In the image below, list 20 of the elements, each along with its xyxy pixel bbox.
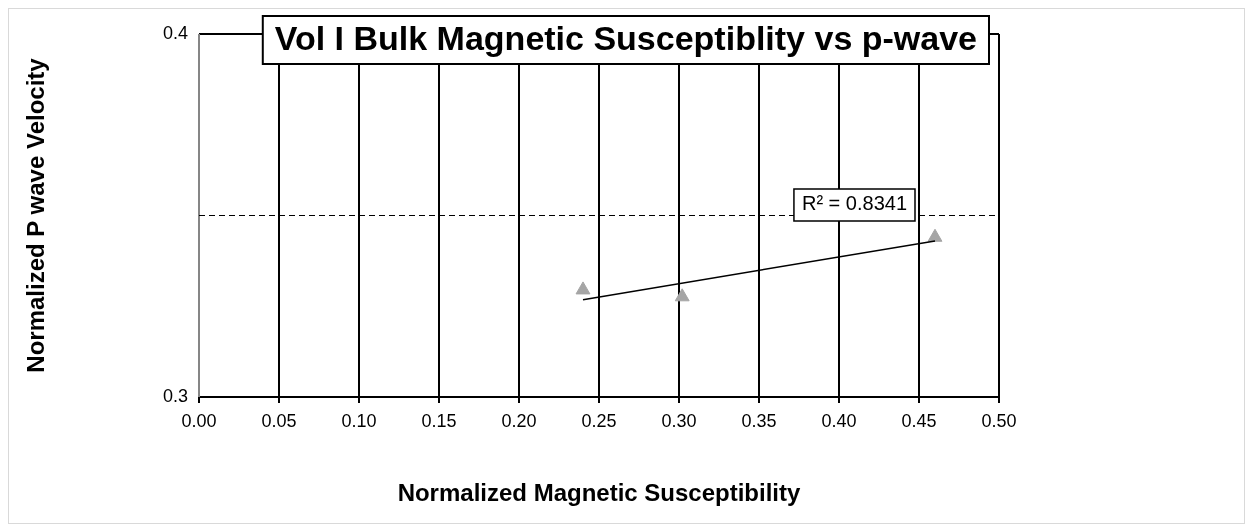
point xyxy=(674,288,690,302)
annotation: R² = 0.8341 xyxy=(801,192,907,215)
point xyxy=(575,281,591,295)
y-tick-label: 0.3 xyxy=(162,385,188,406)
x-axis-title: Normalized Magnetic Susceptibility xyxy=(397,479,802,507)
point xyxy=(927,228,943,242)
x-tick-label: 0.15 xyxy=(421,410,457,431)
x-tick-label: 0.20 xyxy=(501,410,537,431)
y-tick-label: 0.4 xyxy=(162,22,188,43)
x-tick-label: 0.05 xyxy=(261,410,297,431)
x-tick-label: 0.40 xyxy=(821,410,857,431)
x-tick-label: 0.25 xyxy=(581,410,617,431)
x-tick-label: 0.00 xyxy=(181,410,217,431)
x-tick-label: 0.10 xyxy=(341,410,377,431)
x-tick-label: 0.30 xyxy=(661,410,697,431)
x-tick-label: 0.50 xyxy=(981,410,1017,431)
x-tick-label: 0.45 xyxy=(901,410,937,431)
x-tick-label: 0.35 xyxy=(741,410,777,431)
y-axis-title: Normalized P wave Velocity xyxy=(22,57,50,373)
chart-title: Vol I Bulk Magnetic Susceptiblity vs p-wave xyxy=(274,19,977,58)
